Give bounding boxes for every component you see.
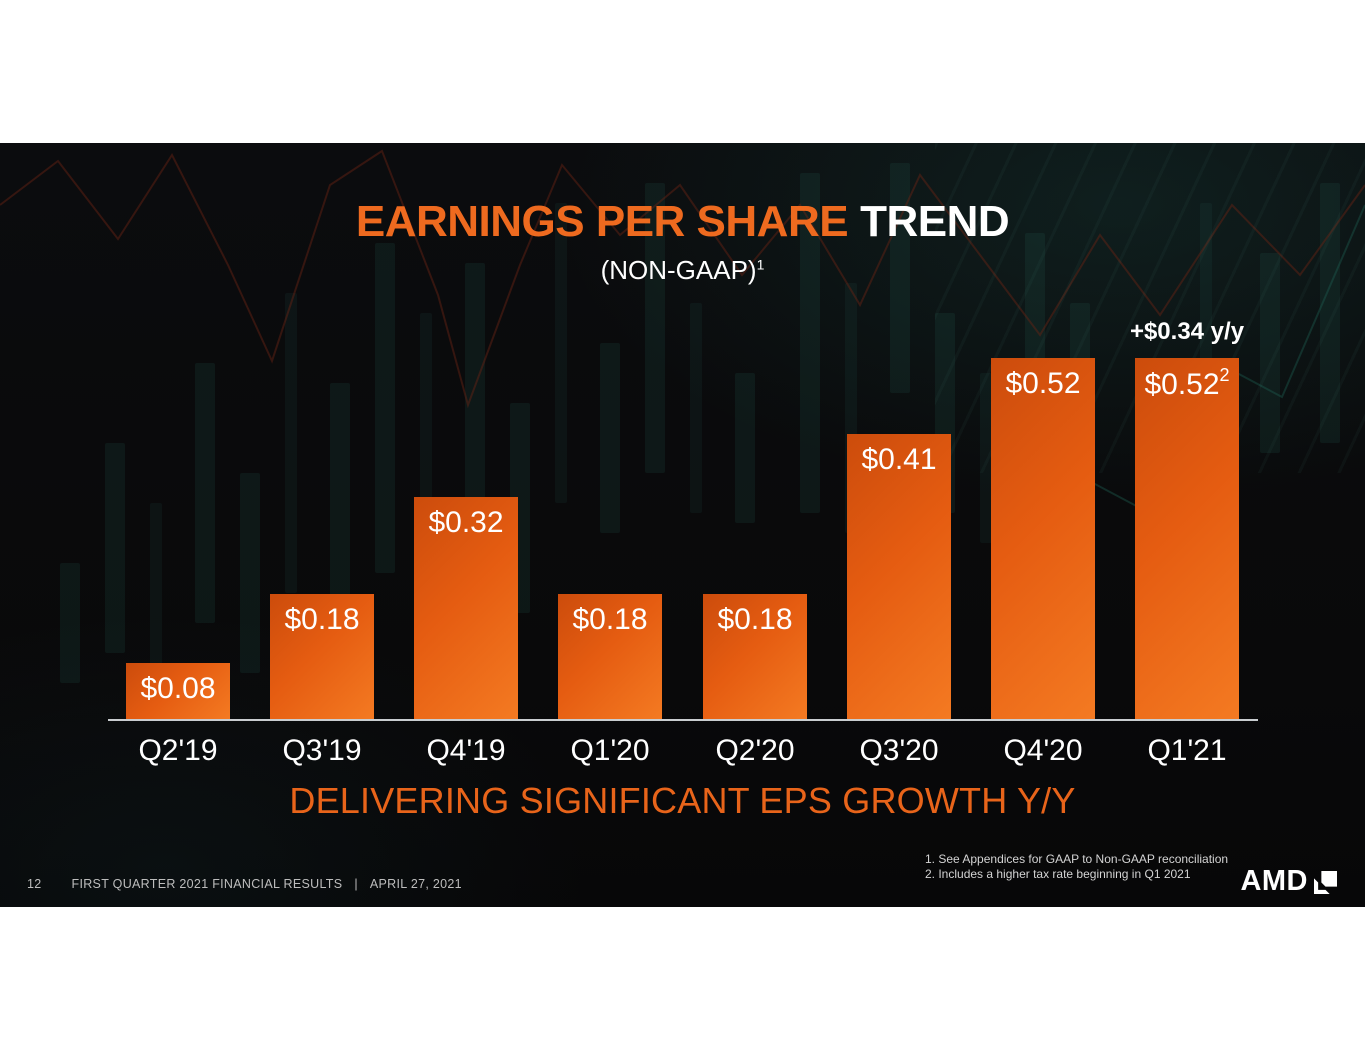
candlestick-bar	[285, 293, 297, 593]
candlestick-bar	[555, 203, 567, 503]
candlestick-bar	[1260, 253, 1280, 453]
bar-value-label: $0.08	[140, 672, 216, 705]
bar-value-footnote-marker: 2	[1219, 365, 1230, 385]
category-label: Q3'19	[282, 734, 362, 767]
bar-value-label: $0.18	[572, 603, 648, 636]
footer-date: APRIL 27, 2021	[369, 877, 462, 891]
category-label: Q1'21	[1147, 734, 1227, 767]
candlestick-bar	[150, 503, 162, 683]
candlestick-bar	[1320, 183, 1340, 443]
bar-value-label: $0.18	[717, 603, 793, 636]
category-label: Q4'20	[1003, 734, 1083, 767]
bottom-message: DELIVERING SIGNIFICANT EPS GROWTH Y/Y	[289, 780, 1076, 821]
bar-value-label: $0.18	[284, 603, 360, 636]
bar-value-label: $0.41	[861, 443, 937, 476]
title-primary: EARNINGS PER SHARE	[355, 197, 849, 246]
candlestick-bar	[800, 173, 820, 513]
amd-logo-text: AMD	[1240, 865, 1308, 897]
candlestick-bar	[735, 373, 755, 523]
bar-Q1'20: $0.18	[558, 594, 662, 719]
candlestick-bar	[330, 383, 350, 603]
eps-bar-chart: $0.08 Q2'19 $0.18 Q3'19 $0.32 Q4'19 $0.18 Q1'20…	[0, 143, 1365, 907]
title-secondary: TREND	[860, 197, 1010, 246]
footer-separator: |	[354, 877, 358, 891]
candlestick-bar	[195, 363, 215, 623]
bar-Q1'21: $0.522	[1135, 358, 1239, 719]
page-title: EARNINGS PER SHARE TREND	[0, 197, 1365, 247]
bar-value-label: $0.52	[1005, 367, 1081, 400]
footnote-1: 1. See Appendices for GAAP to Non-GAAP r…	[925, 852, 1229, 866]
bar-value-label: $0.32	[428, 506, 504, 539]
candlestick-bar	[105, 443, 125, 653]
page-number: 12	[27, 877, 42, 891]
bar-Q3'20: $0.41	[847, 434, 951, 719]
slide-canvas: EARNINGS PER SHARE TREND (NON-GAAP)1 +$0.…	[0, 143, 1365, 907]
category-label: Q2'19	[138, 734, 218, 767]
footnotes: 1. See Appendices for GAAP to Non-GAAP r…	[925, 852, 1228, 882]
subtitle-footnote-marker: 1	[756, 256, 765, 273]
candlestick-bar	[600, 343, 620, 533]
bar-Q3'19: $0.18	[270, 594, 374, 719]
footnote-2: 2. Includes a higher tax rate beginning …	[925, 867, 1191, 881]
x-axis-line	[108, 719, 1258, 721]
category-label: Q2'20	[715, 734, 795, 767]
amd-arrow-icon	[1314, 870, 1337, 894]
category-label: Q4'19	[426, 734, 506, 767]
candlestick-bar	[375, 243, 395, 573]
bar-Q2'19: $0.08	[126, 663, 230, 719]
bar-Q4'19: $0.32	[414, 497, 518, 719]
bar-Q2'20: $0.18	[703, 594, 807, 719]
yoy-annotation: +$0.34 y/y	[1129, 318, 1245, 345]
category-label: Q3'20	[859, 734, 939, 767]
bar-value-label: $0.522	[1144, 365, 1230, 401]
subtitle: (NON-GAAP)1	[0, 255, 1365, 286]
candlestick-bar	[420, 313, 432, 553]
bar-Q4'20: $0.52	[991, 358, 1095, 719]
candlestick-bar	[240, 473, 260, 673]
footer-info: 12 FIRST QUARTER 2021 FINANCIAL RESULTS | A…	[27, 877, 462, 891]
candlestick-bar	[890, 163, 910, 393]
category-label: Q1'20	[570, 734, 650, 767]
subtitle-text: (NON-GAAP)	[600, 255, 757, 285]
footer-title: FIRST QUARTER 2021 FINANCIAL RESULTS	[71, 877, 343, 891]
candlestick-bar	[60, 563, 80, 683]
amd-logo: AMD	[1240, 867, 1337, 896]
candlestick-bar	[690, 303, 702, 513]
candlestick-bar	[980, 373, 992, 543]
candlestick-bar	[645, 183, 665, 473]
